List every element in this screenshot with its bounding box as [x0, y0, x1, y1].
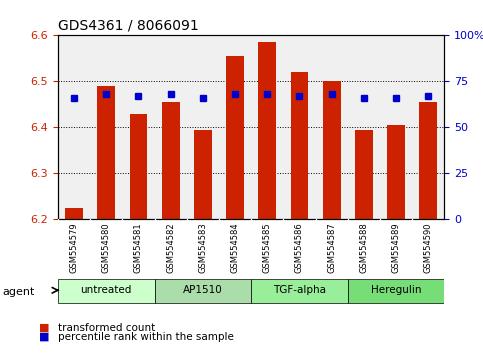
Text: GSM554582: GSM554582	[166, 222, 175, 273]
Text: ■: ■	[39, 323, 49, 333]
Text: GSM554581: GSM554581	[134, 222, 143, 273]
Text: GSM554590: GSM554590	[424, 222, 433, 273]
Text: transformed count: transformed count	[58, 323, 155, 333]
Bar	[162, 102, 180, 219]
Text: GSM554580: GSM554580	[102, 222, 111, 273]
Bar	[323, 81, 341, 219]
Bar	[194, 130, 212, 219]
Text: GSM554586: GSM554586	[295, 222, 304, 273]
Text: AP1510: AP1510	[183, 285, 223, 295]
Bar	[98, 86, 115, 219]
Text: untreated: untreated	[81, 285, 132, 295]
Bar	[291, 72, 308, 219]
Text: GSM554579: GSM554579	[70, 222, 79, 273]
Text: GSM554589: GSM554589	[392, 222, 400, 273]
Bar	[387, 125, 405, 219]
Bar	[226, 56, 244, 219]
Bar	[65, 208, 83, 219]
FancyBboxPatch shape	[155, 279, 251, 303]
Bar	[129, 114, 147, 219]
Text: GSM554588: GSM554588	[359, 222, 369, 273]
Text: GSM554585: GSM554585	[263, 222, 272, 273]
Text: GDS4361 / 8066091: GDS4361 / 8066091	[58, 19, 199, 33]
Bar	[419, 102, 437, 219]
Text: agent: agent	[2, 287, 35, 297]
Text: TGF-alpha: TGF-alpha	[273, 285, 326, 295]
Text: GSM554583: GSM554583	[199, 222, 207, 273]
Text: GSM554584: GSM554584	[230, 222, 240, 273]
Text: percentile rank within the sample: percentile rank within the sample	[58, 332, 234, 342]
FancyBboxPatch shape	[58, 279, 155, 303]
Text: ■: ■	[39, 332, 49, 342]
FancyBboxPatch shape	[348, 279, 444, 303]
Text: Heregulin: Heregulin	[371, 285, 421, 295]
Bar	[258, 42, 276, 219]
FancyBboxPatch shape	[251, 279, 348, 303]
Text: GSM554587: GSM554587	[327, 222, 336, 273]
Bar	[355, 130, 373, 219]
